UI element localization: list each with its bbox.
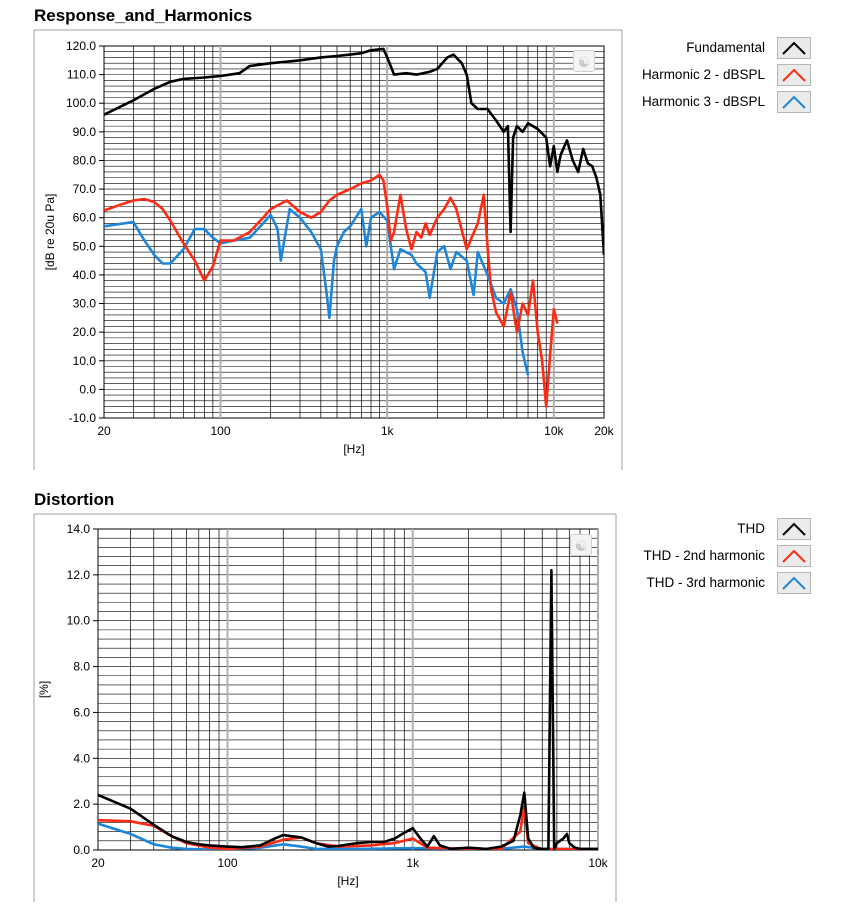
distortion-chart-title: Distortion (34, 490, 115, 509)
response-chart-title: Response_and_Harmonics (34, 6, 253, 25)
legend-item-thd-2nd[interactable]: THD - 2nd harmonic (643, 542, 811, 569)
y-tick-label: 30.0 (73, 297, 97, 311)
y-tick-label: 12.0 (67, 568, 91, 582)
graph-palette-icon[interactable]: ☯ (573, 50, 595, 72)
series-line-thd (98, 569, 598, 850)
plot-area (97, 528, 599, 851)
y-tick-label: 80.0 (73, 153, 97, 167)
x-tick-label: 20 (97, 424, 111, 438)
y-axis-label: [%] (37, 681, 51, 698)
y-tick-label: 100.0 (66, 96, 96, 110)
response-legend: Fundamental Harmonic 2 - dBSPL Harmonic … (642, 34, 811, 115)
legend-label: Harmonic 2 - dBSPL (641, 67, 765, 82)
y-tick-label: 8.0 (73, 660, 90, 674)
response-chart-panel: Response_and_Harmonics 120.0 110.0 100.0 90… (33, 6, 811, 470)
y-tick-label: 50.0 (73, 239, 97, 253)
x-tick-label: 100 (217, 856, 237, 870)
y-tick-label: 14.0 (67, 522, 91, 536)
legend-label: THD - 3rd harmonic (646, 575, 765, 590)
line-style-icon[interactable] (777, 63, 811, 86)
y-axis-label: [dB re 20u Pa] (43, 194, 57, 271)
y-tick-label: 70.0 (73, 182, 97, 196)
x-tick-label: 20 (91, 856, 105, 870)
y-tick-label: 2.0 (73, 797, 90, 811)
legend-label: Harmonic 3 - dBSPL (641, 94, 765, 109)
line-style-icon[interactable] (777, 36, 811, 59)
y-tick-label: 0.0 (73, 843, 90, 857)
legend-label: THD - 2nd harmonic (643, 548, 765, 563)
distortion-chart-panel: Distortion 14.0 12.0 10.0 8.0 6.0 4.0 2.0 0.0 20… (0, 484, 851, 909)
y-tick-label: 6.0 (73, 705, 90, 719)
y-tick-label: 10.0 (73, 354, 97, 368)
legend-item-harmonic-2[interactable]: Harmonic 2 - dBSPL (642, 61, 811, 88)
y-tick-label: 20.0 (73, 325, 97, 339)
graph-palette-icon[interactable]: ☯ (570, 534, 592, 556)
legend-label: THD (737, 521, 765, 536)
line-style-icon[interactable] (777, 544, 811, 567)
x-tick-label: 10k (544, 424, 564, 438)
series-line-harmonic-2-dbspl (104, 173, 559, 408)
line-style-icon[interactable] (777, 517, 811, 540)
legend-item-fundamental[interactable]: Fundamental (642, 34, 811, 61)
response-chart: 120.0 110.0 100.0 90.0 80.0 70.0 60.0 50.0 40.0 3… (33, 29, 623, 470)
y-tick-label: 90.0 (73, 125, 97, 139)
legend-item-thd[interactable]: THD (643, 515, 811, 542)
y-tick-label: 10.0 (67, 614, 91, 628)
distortion-chart: 14.0 12.0 10.0 8.0 6.0 4.0 2.0 0.020 100 1k 10k [Hz… (33, 513, 617, 902)
series-line-fundamental (104, 47, 604, 255)
series-line-harmonic-3-dbspl (104, 207, 530, 376)
distortion-legend: THD THD - 2nd harmonic THD - 3rd harmoni… (643, 515, 811, 596)
y-tick-label: 40.0 (73, 268, 97, 282)
y-tick-label: -10.0 (69, 411, 97, 425)
x-tick-label: 1k (381, 424, 395, 438)
y-tick-label: 4.0 (73, 751, 90, 765)
y-tick-label: 60.0 (73, 211, 97, 225)
y-tick-label: 110.0 (67, 68, 96, 82)
legend-item-thd-3rd[interactable]: THD - 3rd harmonic (643, 569, 811, 596)
legend-label: Fundamental (686, 40, 765, 55)
y-tick-label: 120.0 (66, 39, 96, 53)
x-axis-label: [Hz] (337, 874, 358, 888)
line-style-icon[interactable] (777, 90, 811, 113)
line-style-icon[interactable] (777, 571, 811, 594)
x-tick-label: 1k (406, 856, 420, 870)
plot-area (103, 45, 605, 419)
y-tick-label: 0.0 (79, 382, 96, 396)
x-axis-label: [Hz] (343, 442, 364, 456)
legend-item-harmonic-3[interactable]: Harmonic 3 - dBSPL (642, 88, 811, 115)
x-tick-label: 20k (594, 424, 614, 438)
x-tick-label: 10k (588, 856, 608, 870)
x-tick-label: 100 (210, 424, 230, 438)
